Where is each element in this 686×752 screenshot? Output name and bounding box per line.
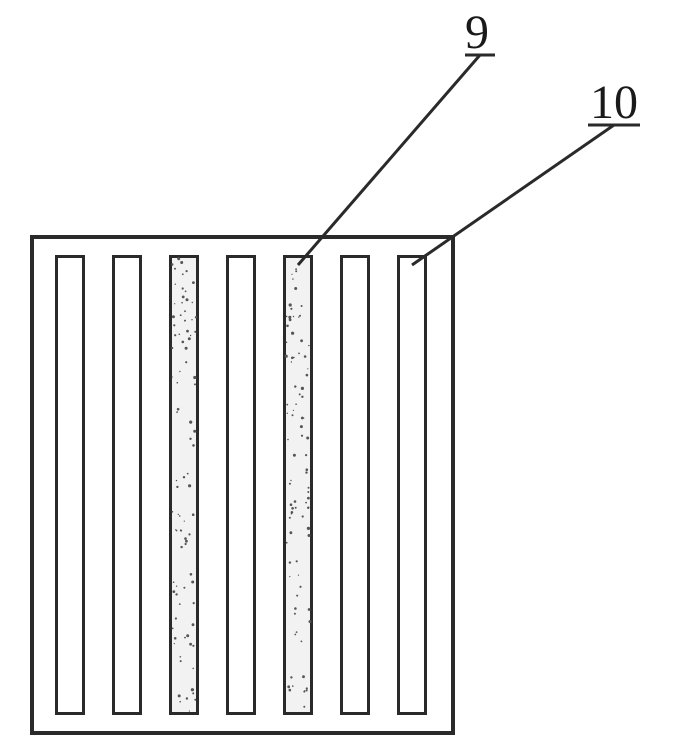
bar-plain: [55, 255, 85, 715]
bar-plain: [226, 255, 256, 715]
bar-plain: [340, 255, 370, 715]
callout-label-10: 10: [590, 75, 638, 130]
bars-host: [0, 0, 686, 752]
bar-textured: [169, 255, 199, 715]
bar-plain: [397, 255, 427, 715]
bar-plain: [112, 255, 142, 715]
bar-textured: [283, 255, 313, 715]
callout-label-9: 9: [465, 5, 489, 60]
